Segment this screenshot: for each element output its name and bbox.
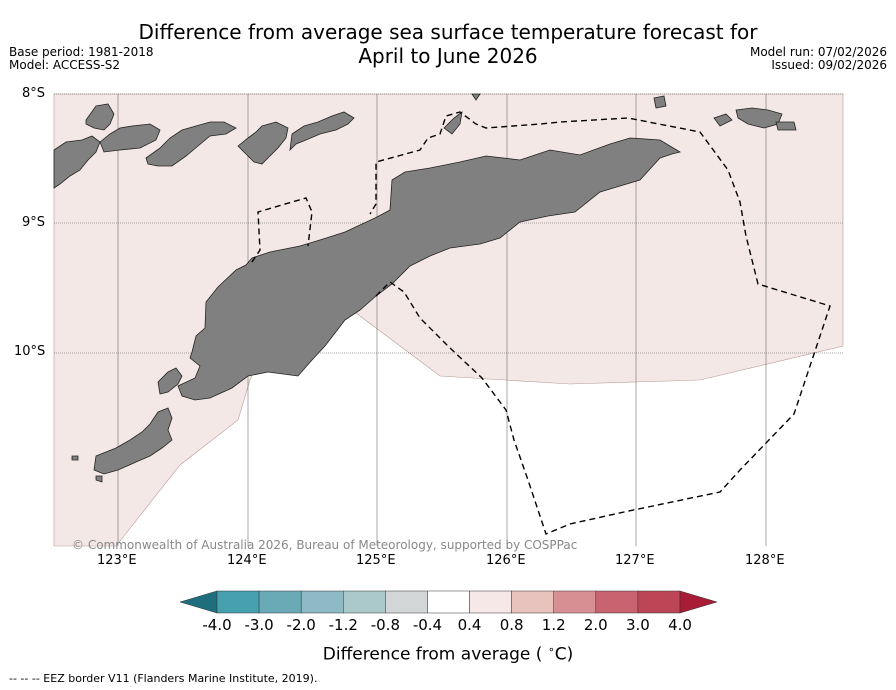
colorbar-segment [595, 590, 639, 614]
colorbar-tick-label: -3.0 [244, 616, 274, 634]
colorbar-label: Difference from average ( ∘C) [0, 643, 896, 665]
issued-date: Issued: 09/02/2026 [771, 58, 887, 72]
lon-label-125e: 125°E [356, 553, 396, 568]
atauro-island [443, 111, 463, 135]
colorbar-tick-label: 2.0 [583, 616, 608, 634]
islet-a [95, 475, 103, 483]
colorbar-tick-label: -0.4 [412, 616, 443, 634]
colorbar-tick-label: 0.8 [499, 616, 524, 634]
timor-island [177, 137, 682, 401]
lembata-island [145, 121, 237, 167]
lon-label-124e: 124°E [227, 553, 267, 568]
copyright-notice: © Commonwealth of Australia 2026, Bureau… [72, 538, 578, 552]
colorbar-label-degree: ∘ [547, 643, 555, 656]
map-title: Difference from average sea surface temp… [0, 20, 896, 68]
lon-label-128e: 128°E [745, 553, 785, 568]
land [53, 93, 797, 483]
islet-c [775, 121, 797, 131]
pantar-island [237, 121, 289, 165]
lon-label-127e: 127°E [615, 553, 655, 568]
colorbar-extend-high [679, 590, 718, 614]
colorbar-tick-label: 1.2 [541, 616, 566, 634]
lat-label-8s: 8°S [22, 86, 46, 101]
colorbar-extend-low [179, 590, 218, 614]
meta-left: Base period: 1981-2018 Model: ACCESS-S2 [9, 46, 154, 72]
model-run: Model run: 07/02/2026 [749, 45, 887, 59]
colorbar-tick-label: -4.0 [202, 616, 232, 634]
colorbar-tick-label: -1.2 [328, 616, 358, 634]
colorbar-segment [469, 590, 512, 614]
colorbar-tick-label: -0.8 [370, 616, 400, 634]
lat-label-9s: 9°S [22, 215, 46, 230]
islet-e [653, 95, 667, 109]
colorbar-tick-label: 4.0 [668, 616, 692, 634]
colorbar [179, 590, 718, 614]
colorbar-segment [300, 590, 344, 614]
colorbar-tick-label: 3.0 [625, 616, 650, 634]
colorbar-segment [216, 590, 260, 614]
colorbar-segment [553, 590, 597, 614]
colorbar-tick-label: -2.0 [286, 616, 316, 634]
colorbar-segment [511, 590, 554, 614]
eez-legend-footer: -- -- -- EEZ border V11 (Flanders Marine… [9, 672, 318, 685]
colorbar-segment [637, 590, 681, 614]
sawu-island [93, 407, 173, 475]
colorbar-label-text: Difference from average ( [322, 644, 548, 665]
colorbar-segment [258, 590, 302, 614]
title-line-2: April to June 2026 [358, 44, 538, 68]
lon-label-126e: 126°E [486, 553, 526, 568]
solor-island [99, 123, 161, 153]
islet-f [471, 93, 481, 101]
flores-fragment [85, 103, 115, 131]
alor-island [289, 111, 355, 152]
lon-label-123e: 123°E [97, 553, 137, 568]
title-line-1: Difference from average sea surface temp… [138, 20, 758, 44]
meta-right: Model run: 07/02/2026 Issued: 09/02/2026 [750, 46, 887, 72]
model-name: Model: ACCESS-S2 [9, 58, 121, 72]
eez-border [251, 111, 831, 535]
colorbar-segment [385, 590, 428, 614]
flores-island-east [53, 135, 101, 189]
base-period: Base period: 1981-2018 [9, 45, 154, 59]
colorbar-label-unit: C) [554, 644, 574, 665]
colorbar-segment [343, 590, 386, 614]
colorbar-segment [427, 590, 470, 614]
colorbar-tick-label: 0.4 [457, 616, 482, 634]
islet-b [71, 455, 79, 461]
lat-label-10s: 10°S [14, 344, 46, 359]
islet-d [713, 113, 733, 127]
rote-island [157, 367, 183, 395]
